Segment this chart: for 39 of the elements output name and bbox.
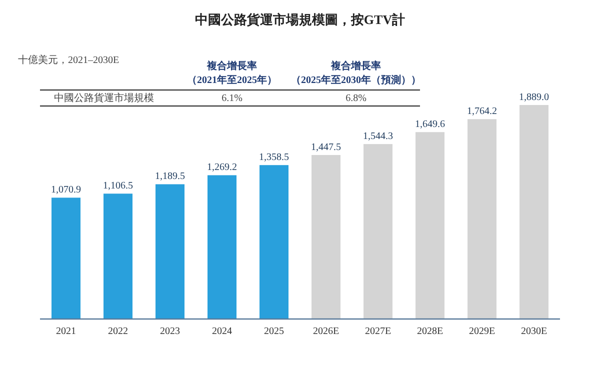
data-label: 1,764.2 xyxy=(467,106,497,118)
x-tick-label: 2025 xyxy=(264,326,284,337)
data-label: 1,189.5 xyxy=(155,171,185,182)
text: 複合增長率 xyxy=(330,60,381,72)
bar xyxy=(260,165,288,319)
text: 6.8% xyxy=(346,93,366,104)
text: （2025年至2030年（預測）） xyxy=(291,74,421,86)
bar xyxy=(468,119,496,319)
text: （2021年至2025年） xyxy=(187,74,277,86)
bar xyxy=(208,175,236,319)
data-label: 1,106.5 xyxy=(103,180,133,192)
bar xyxy=(104,194,132,319)
data-label: 1,070.9 xyxy=(51,184,81,196)
bar xyxy=(312,155,340,319)
data-label: 1,358.5 xyxy=(259,152,289,164)
chart-subtitle: 十億美元，2021–2030E xyxy=(18,54,120,66)
text: 中國公路貨運市場規模 xyxy=(54,92,154,104)
text: 複合增長率 xyxy=(206,60,257,72)
x-tick-label: 2028E xyxy=(416,326,444,337)
data-label: 1,889.0 xyxy=(519,92,549,103)
x-tick-label: 2023 xyxy=(160,326,180,337)
chart-title: 中國公路貨運市場規模圖，按GTV計 xyxy=(194,12,406,27)
x-tick-label: 2030E xyxy=(520,326,548,337)
x-tick-label: 2029E xyxy=(468,326,496,337)
x-tick-label: 2021 xyxy=(56,326,76,337)
data-label: 1,269.2 xyxy=(207,162,237,174)
x-tick-label: 2024 xyxy=(212,326,232,337)
data-label: 1,544.3 xyxy=(363,131,393,142)
x-tick-label: 2022 xyxy=(108,326,128,337)
bar xyxy=(52,198,80,319)
data-label: 1,649.6 xyxy=(415,119,445,130)
bar xyxy=(156,184,184,319)
bar xyxy=(520,105,548,319)
x-tick-label: 2026E xyxy=(312,326,340,337)
bar xyxy=(416,132,444,319)
bar xyxy=(364,144,392,319)
text: 6.1% xyxy=(222,93,242,104)
data-label: 1,447.5 xyxy=(311,142,341,154)
x-tick-label: 2027E xyxy=(364,326,392,337)
